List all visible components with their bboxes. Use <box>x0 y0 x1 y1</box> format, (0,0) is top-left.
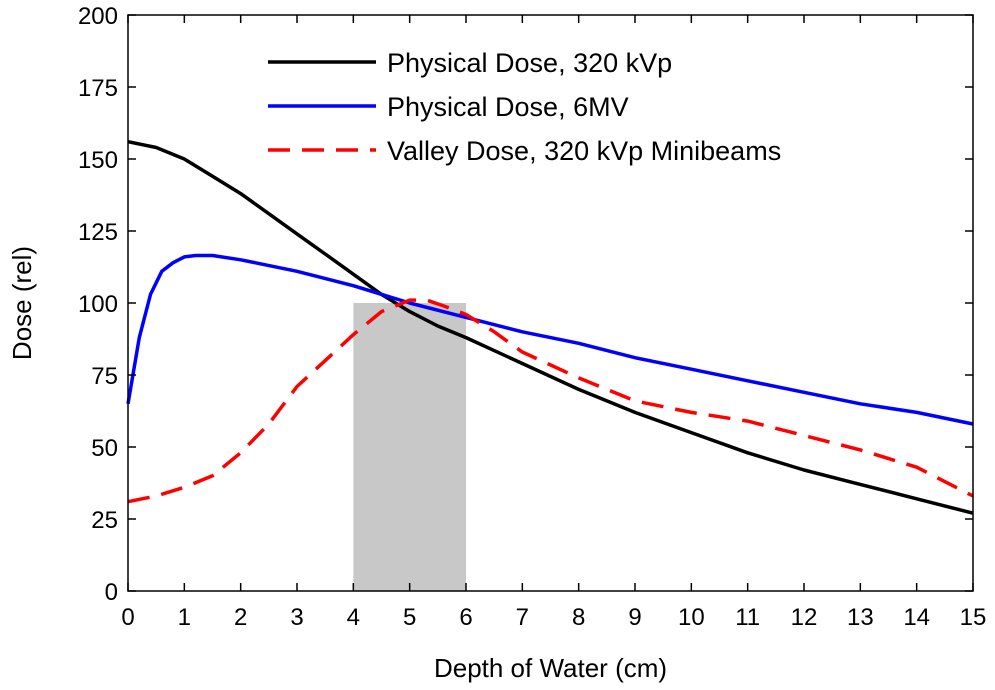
y-tick-label: 125 <box>78 219 118 246</box>
x-tick-label: 5 <box>403 604 416 631</box>
y-axis-label: Dose (rel) <box>7 246 37 360</box>
x-tick-label: 3 <box>290 604 303 631</box>
y-tick-label: 50 <box>91 435 118 462</box>
x-tick-label: 1 <box>178 604 191 631</box>
x-tick-label: 10 <box>678 604 705 631</box>
legend-label-2: Physical Dose, 6MV <box>387 92 629 122</box>
shade-layer <box>353 303 466 591</box>
x-tick-label: 13 <box>847 604 874 631</box>
legend-label-3: Valley Dose, 320 kVp Minibeams <box>387 136 781 166</box>
tick-layer: 0 1 2 3 4 5 6 7 8 9 10 11 12 13 14 15025507510012515017… <box>78 3 986 631</box>
x-tick-label: 11 <box>735 604 760 631</box>
x-tick-label: 8 <box>572 604 585 631</box>
y-tick-label: 100 <box>78 291 118 318</box>
y-tick-label: 150 <box>78 147 118 174</box>
legend-label-1: Physical Dose, 320 kVp <box>387 48 672 78</box>
series-line-2 <box>126 253 974 426</box>
x-tick-label: 2 <box>234 604 247 631</box>
x-tick-label: 12 <box>791 604 818 631</box>
x-tick-label: 4 <box>347 604 360 631</box>
y-tick-label: 175 <box>78 75 118 102</box>
x-tick-label: 0 <box>121 604 134 631</box>
x-tick-label: 7 <box>516 604 529 631</box>
y-tick-label: 75 <box>91 363 118 390</box>
y-tick-label: 0 <box>105 579 118 606</box>
series-layer <box>126 139 974 515</box>
x-tick-label: 14 <box>903 604 930 631</box>
x-tick-label: 15 <box>960 604 987 631</box>
y-tick-label: 200 <box>78 3 118 30</box>
series-line-1 <box>127 139 974 515</box>
series-line-3 <box>127 298 974 504</box>
x-axis-label: Depth of Water (cm) <box>434 653 667 683</box>
x-tick-label: 6 <box>459 604 472 631</box>
y-tick-label: 25 <box>91 507 118 534</box>
legend: Physical Dose, 320 kVp Physical Dose, 6MV… <box>268 48 781 166</box>
x-tick-label: 9 <box>628 604 641 631</box>
shaded-region <box>353 303 466 591</box>
